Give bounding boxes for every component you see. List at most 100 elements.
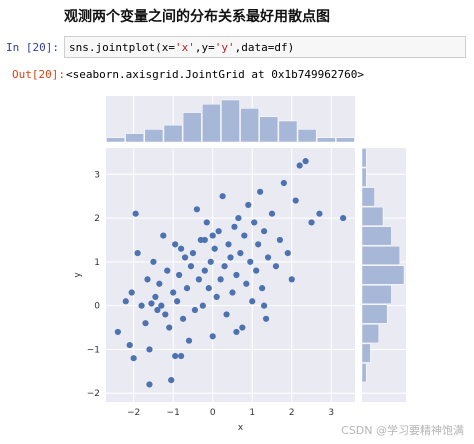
scatter-point xyxy=(177,245,185,252)
scatter-point xyxy=(233,271,240,279)
scatter-point xyxy=(288,276,295,283)
scatter-point xyxy=(177,352,185,360)
top-hist-bar xyxy=(336,137,355,143)
scatter-point xyxy=(164,267,171,274)
scatter-point xyxy=(185,337,193,344)
top-hist-bar xyxy=(259,116,279,143)
scatter-point xyxy=(209,232,216,239)
scatter-point xyxy=(231,223,238,230)
scatter-point xyxy=(262,315,270,322)
right-hist-bar xyxy=(361,245,401,265)
scatter-point xyxy=(201,267,208,274)
scatter-point xyxy=(241,232,248,239)
scatter-point xyxy=(170,289,177,296)
right-hist-bar xyxy=(361,167,367,187)
scatter-point xyxy=(162,311,169,318)
scatter-point xyxy=(247,258,254,265)
scatter-point xyxy=(235,214,242,222)
scatter-point xyxy=(134,250,141,257)
top-hist-bar xyxy=(125,133,145,143)
right-hist-bar xyxy=(361,265,405,285)
right-hist-bar xyxy=(361,226,392,246)
page-heading: 观测两个变量之间的分布关系最好用散点图 xyxy=(64,9,330,25)
scatter-point xyxy=(257,188,264,195)
x-tick-label: 0 xyxy=(210,408,216,418)
watermark: CSDN @学习要精神饱满 xyxy=(341,424,464,437)
y-axis-label: y xyxy=(73,272,83,278)
scatter-point xyxy=(229,289,236,296)
x-tick-label: −2 xyxy=(127,408,140,418)
y-tick-label: −2 xyxy=(87,389,100,399)
right-hist-bar xyxy=(361,304,388,324)
scatter-point xyxy=(245,201,252,209)
x-tick-label: 3 xyxy=(328,408,334,418)
y-tick-label: 2 xyxy=(94,214,100,224)
scatter-point xyxy=(132,210,139,217)
code-text: sns.jointplot(x='x',y='y',data=df) xyxy=(69,41,295,54)
scatter-point xyxy=(223,311,230,318)
scatter-point xyxy=(233,328,240,336)
scatter-point xyxy=(239,324,246,331)
top-hist-bar xyxy=(316,137,336,143)
scatter-point xyxy=(146,381,153,388)
right-hist-bar xyxy=(361,343,371,363)
scatter-point xyxy=(217,276,224,283)
y-tick-label: −1 xyxy=(87,345,100,355)
scatter-point xyxy=(189,250,197,257)
scatter-point xyxy=(168,377,175,384)
scatter-point xyxy=(260,228,268,235)
scatter-point xyxy=(296,162,303,169)
scatter-point xyxy=(237,250,244,257)
code-cell[interactable]: sns.jointplot(x='x',y='y',data=df) xyxy=(64,36,466,58)
top-hist-bar xyxy=(297,129,317,143)
scatter-point xyxy=(152,293,159,300)
right-hist-bar xyxy=(361,148,367,168)
scatter-point xyxy=(205,285,212,292)
scatter-point xyxy=(255,241,262,248)
scatter-point xyxy=(174,298,181,305)
x-tick-label: 1 xyxy=(249,408,255,418)
scatter-point xyxy=(172,352,179,360)
scatter-point xyxy=(160,232,167,239)
scatter-point xyxy=(272,263,280,270)
scatter-point xyxy=(158,302,165,309)
right-hist-bar xyxy=(361,206,384,226)
top-hist-bar xyxy=(240,108,259,143)
top-hist-bar xyxy=(278,120,298,143)
scatter-point xyxy=(201,236,208,244)
scatter-point xyxy=(193,206,201,213)
scatter-point xyxy=(150,258,157,265)
top-hist-bar xyxy=(202,103,221,143)
scatter-point xyxy=(225,241,232,248)
top-hist-bar xyxy=(221,99,240,143)
output-prompt: Out[20]: xyxy=(12,68,65,81)
scatter-point xyxy=(144,276,151,283)
scatter-point xyxy=(259,285,266,292)
right-hist-bar xyxy=(361,187,375,207)
scatter-point xyxy=(302,158,309,165)
scatter-point xyxy=(187,263,195,270)
scatter-point xyxy=(199,302,206,309)
scatter-point xyxy=(195,276,202,283)
x-tick-label: 2 xyxy=(289,408,295,418)
scatter-point xyxy=(316,210,323,217)
scatter-point xyxy=(268,210,276,217)
scatter-point xyxy=(128,289,135,296)
y-tick-label: 3 xyxy=(94,170,100,180)
top-hist-bar xyxy=(163,124,183,143)
scatter-point xyxy=(243,280,250,287)
scatter-point xyxy=(249,298,256,305)
x-tick-label: −1 xyxy=(167,408,180,418)
scatter-point xyxy=(183,285,191,292)
input-prompt: In [20]: xyxy=(6,41,59,54)
scatter-point xyxy=(284,250,291,257)
scatter-point xyxy=(156,280,163,287)
scatter-point xyxy=(211,245,218,252)
scatter-point xyxy=(146,346,153,353)
scatter-point xyxy=(130,355,137,362)
scatter-point xyxy=(219,193,226,200)
scatter-point xyxy=(213,293,220,300)
scatter-panel xyxy=(106,148,355,402)
scatter-point xyxy=(292,197,299,204)
scatter-point xyxy=(114,328,121,336)
